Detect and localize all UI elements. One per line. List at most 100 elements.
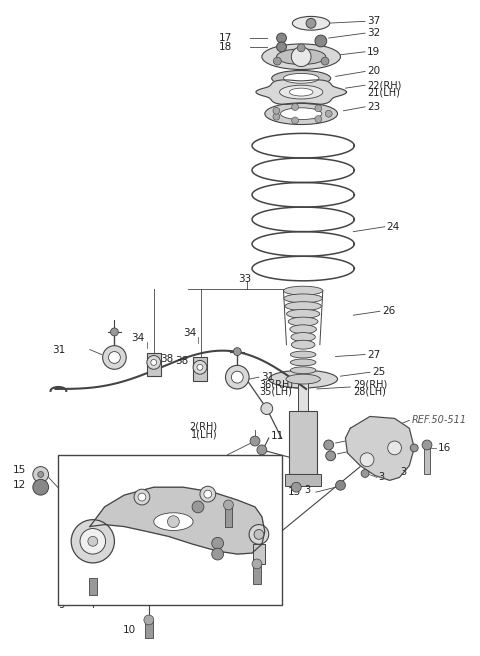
Text: 25: 25 — [372, 367, 385, 377]
Ellipse shape — [288, 317, 318, 326]
Text: 8: 8 — [234, 495, 241, 505]
Text: 12: 12 — [12, 480, 26, 490]
Polygon shape — [90, 487, 265, 554]
Text: 19: 19 — [367, 47, 380, 57]
Bar — [424, 445, 430, 474]
Circle shape — [360, 453, 374, 466]
Circle shape — [315, 115, 322, 123]
Circle shape — [233, 348, 241, 356]
Text: 23: 23 — [367, 102, 380, 112]
Text: 35(LH): 35(LH) — [259, 387, 292, 397]
Circle shape — [38, 472, 44, 478]
Ellipse shape — [286, 374, 320, 384]
Text: 28(LH): 28(LH) — [353, 387, 386, 397]
Text: 3: 3 — [304, 485, 310, 495]
Circle shape — [292, 117, 299, 124]
Ellipse shape — [291, 333, 315, 341]
Circle shape — [306, 18, 316, 28]
Text: 15: 15 — [12, 464, 26, 474]
Circle shape — [297, 44, 305, 52]
Bar — [226, 505, 232, 527]
Text: 22(RH): 22(RH) — [367, 80, 401, 91]
Circle shape — [315, 35, 327, 47]
Text: 11: 11 — [271, 431, 284, 441]
Circle shape — [249, 525, 269, 544]
Bar — [289, 411, 317, 474]
Ellipse shape — [291, 340, 315, 349]
Ellipse shape — [272, 70, 331, 86]
Polygon shape — [346, 417, 414, 480]
Text: 18: 18 — [219, 42, 232, 52]
Ellipse shape — [280, 108, 322, 119]
Circle shape — [336, 480, 346, 490]
Text: 10: 10 — [123, 625, 136, 635]
Circle shape — [212, 537, 224, 549]
Circle shape — [103, 346, 126, 369]
Ellipse shape — [269, 370, 337, 388]
Circle shape — [292, 104, 299, 110]
Ellipse shape — [154, 513, 193, 531]
Bar — [286, 474, 321, 486]
Text: 24: 24 — [387, 222, 400, 232]
Ellipse shape — [290, 359, 316, 366]
Circle shape — [274, 57, 281, 65]
Circle shape — [224, 500, 233, 510]
Bar — [89, 578, 97, 596]
Circle shape — [192, 501, 204, 513]
Circle shape — [273, 108, 280, 114]
Circle shape — [315, 105, 322, 112]
Circle shape — [71, 520, 114, 563]
Text: 20: 20 — [367, 66, 380, 77]
Text: 5: 5 — [246, 581, 252, 590]
Polygon shape — [256, 80, 347, 104]
Text: 17: 17 — [219, 33, 232, 43]
Circle shape — [231, 371, 243, 383]
Circle shape — [108, 352, 120, 363]
Circle shape — [254, 529, 264, 539]
Bar — [59, 455, 282, 605]
Text: 27: 27 — [367, 350, 380, 359]
Ellipse shape — [284, 294, 323, 303]
Text: 30: 30 — [364, 444, 377, 454]
Text: REF.50-511: REF.50-511 — [411, 415, 467, 425]
Circle shape — [325, 110, 332, 117]
Circle shape — [261, 403, 273, 415]
Text: 34: 34 — [183, 328, 196, 338]
Circle shape — [138, 493, 146, 501]
Text: 16: 16 — [438, 443, 451, 453]
Bar — [193, 358, 207, 381]
Text: 33: 33 — [239, 274, 252, 284]
Text: 21(LH): 21(LH) — [367, 87, 400, 97]
Circle shape — [200, 486, 216, 502]
Text: 4: 4 — [269, 510, 276, 520]
Ellipse shape — [279, 85, 323, 99]
Circle shape — [110, 328, 119, 336]
Circle shape — [361, 470, 369, 478]
Text: 32: 32 — [367, 28, 380, 38]
Circle shape — [204, 490, 212, 498]
Circle shape — [33, 480, 48, 495]
Ellipse shape — [262, 44, 340, 70]
Bar — [147, 352, 161, 376]
Ellipse shape — [292, 16, 330, 30]
Circle shape — [197, 364, 203, 370]
Text: 2(RH): 2(RH) — [190, 421, 217, 431]
Text: 3: 3 — [199, 535, 206, 544]
Ellipse shape — [284, 73, 319, 83]
Text: 29(RH): 29(RH) — [353, 379, 387, 389]
Text: 38: 38 — [175, 356, 189, 367]
Circle shape — [33, 466, 48, 482]
Circle shape — [257, 445, 267, 455]
Text: 34: 34 — [132, 333, 145, 343]
Text: 3: 3 — [199, 549, 206, 559]
Circle shape — [252, 559, 262, 569]
Circle shape — [276, 42, 287, 52]
Circle shape — [388, 441, 401, 455]
Circle shape — [134, 489, 150, 505]
Circle shape — [193, 360, 207, 374]
Text: 6: 6 — [208, 499, 215, 509]
Text: 38: 38 — [161, 354, 174, 365]
Bar — [298, 381, 308, 411]
Text: 9: 9 — [59, 600, 65, 610]
Bar — [253, 564, 261, 584]
